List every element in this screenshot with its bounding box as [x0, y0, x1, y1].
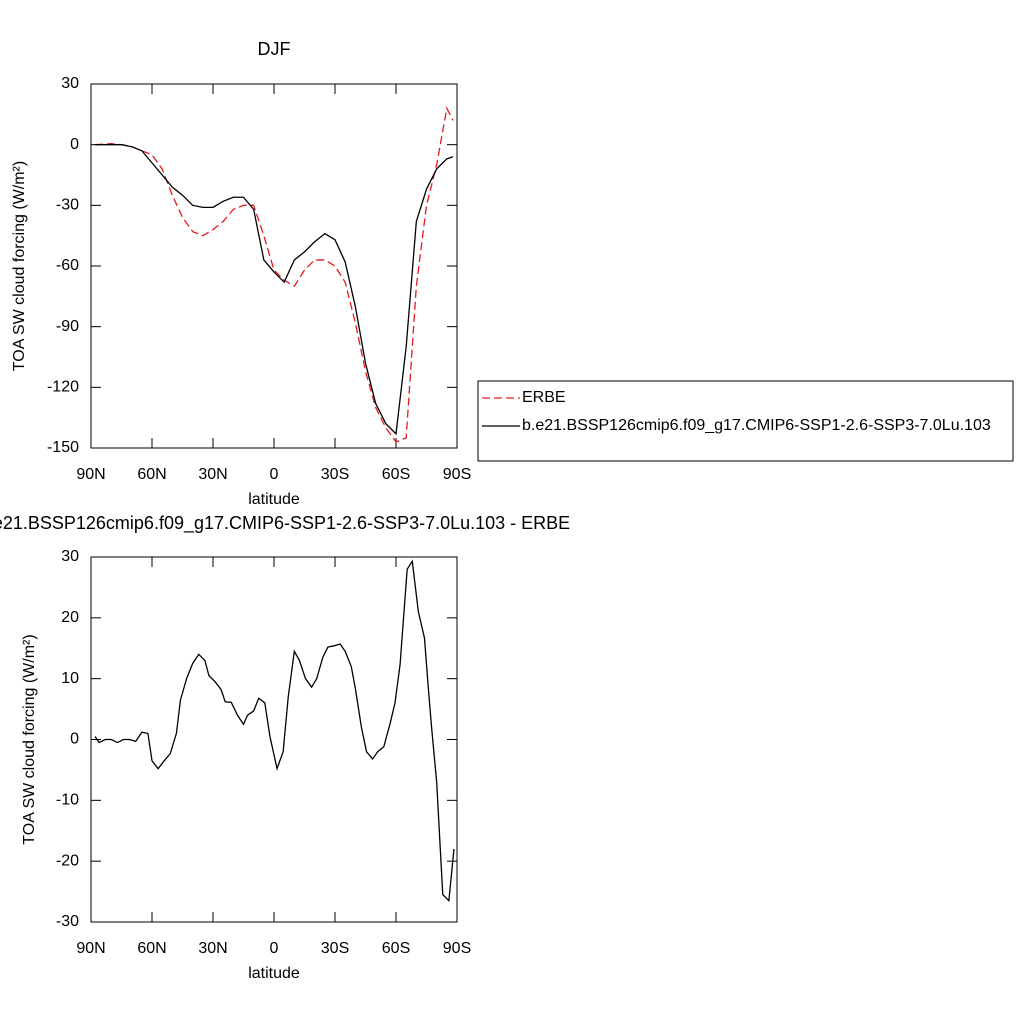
- legend-box: [477, 380, 1014, 462]
- x-tick-label: 90N: [76, 466, 105, 483]
- x-axis-label: latitude: [248, 491, 300, 508]
- x-tick-label: 30S: [321, 466, 349, 483]
- x-tick-label: 90S: [443, 940, 471, 957]
- x-tick-label: 60N: [137, 940, 166, 957]
- y-tick-label: -60: [56, 257, 79, 274]
- chart-title: b.e21.BSSP126cmip6.f09_g17.CMIP6-SSP1-2.…: [0, 513, 570, 534]
- y-tick-label: 30: [61, 548, 79, 565]
- x-tick-label: 30N: [198, 466, 227, 483]
- x-tick-label: 60S: [382, 940, 410, 957]
- y-tick-label: 10: [61, 670, 79, 687]
- data-line: [94, 559, 455, 903]
- x-tick-label: 30N: [198, 940, 227, 957]
- chart-title: DJF: [258, 39, 291, 59]
- y-tick-label: 0: [70, 136, 79, 153]
- y-tick-label: -120: [47, 379, 79, 396]
- y-tick-label: -30: [56, 913, 79, 930]
- y-tick-label: 20: [61, 609, 79, 626]
- legend-label: b.e21.BSSP126cmip6.f09_g17.CMIP6-SSP1-2.…: [522, 417, 991, 434]
- series-line: [95, 106, 454, 443]
- x-tick-label: 60S: [382, 466, 410, 483]
- x-tick-label: 0: [270, 940, 279, 957]
- x-tick-label: 90N: [76, 940, 105, 957]
- y-tick-label: -10: [56, 792, 79, 809]
- x-tick-label: 30S: [321, 940, 349, 957]
- y-tick-label: -20: [56, 852, 79, 869]
- y-tick-label: 30: [61, 75, 79, 92]
- y-tick-label: -150: [47, 439, 79, 456]
- y-axis-label: TOA SW cloud forcing (W/m²): [11, 161, 28, 371]
- y-tick-label: -90: [56, 318, 79, 335]
- series-line: [95, 144, 454, 436]
- y-tick-label: -30: [56, 197, 79, 214]
- x-tick-label: 90S: [443, 466, 471, 483]
- plot-frame: [90, 556, 458, 923]
- x-tick-label: 60N: [137, 466, 166, 483]
- x-axis-label: latitude: [248, 965, 300, 982]
- legend-label: ERBE: [522, 389, 566, 406]
- y-axis-label: TOA SW cloud forcing (W/m²): [21, 634, 38, 844]
- plot-frame: [90, 83, 458, 449]
- y-tick-label: 0: [70, 731, 79, 748]
- x-tick-label: 0: [270, 466, 279, 483]
